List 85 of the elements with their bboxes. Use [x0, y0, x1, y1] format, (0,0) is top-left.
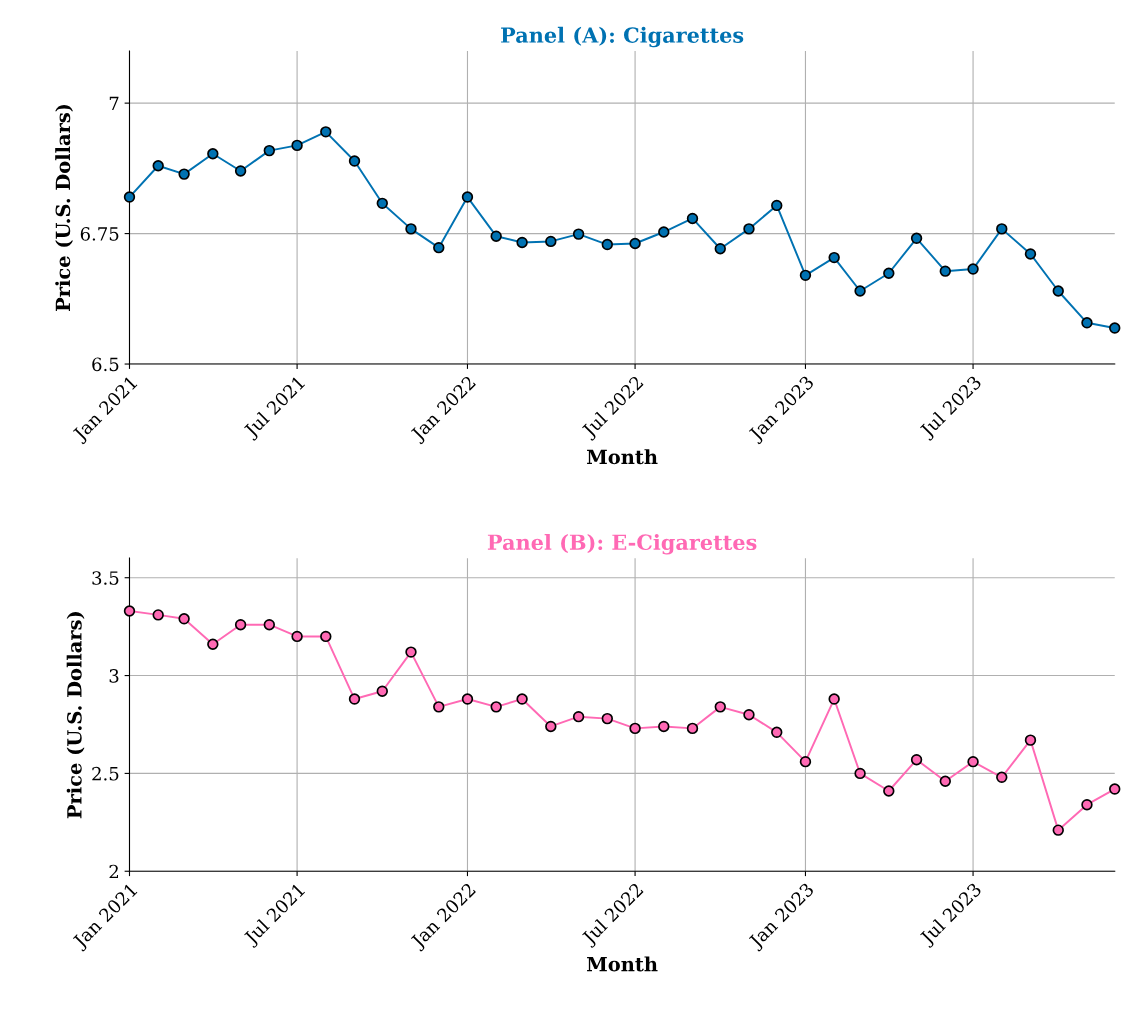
point	[828, 251, 840, 264]
point	[178, 613, 190, 625]
point	[152, 609, 164, 621]
point	[461, 693, 474, 705]
point	[714, 701, 726, 713]
point	[490, 701, 502, 713]
point	[601, 238, 613, 251]
point	[996, 223, 1008, 235]
point	[516, 236, 528, 249]
y-axis-title: Price (U.S. Dollars)	[66, 612, 85, 819]
point	[123, 605, 136, 617]
point	[910, 754, 923, 766]
point	[1081, 799, 1093, 811]
point	[658, 720, 670, 733]
point	[207, 638, 219, 650]
point	[433, 241, 445, 254]
point	[234, 618, 247, 631]
point	[828, 693, 840, 705]
point	[686, 212, 699, 225]
y-axis-title: Price (U.S. Dollars)	[55, 104, 73, 312]
point	[376, 685, 388, 697]
point	[263, 144, 276, 157]
point	[545, 235, 557, 248]
point	[658, 226, 670, 238]
point	[686, 722, 699, 735]
point	[207, 148, 219, 160]
y-tick-label: 2	[109, 864, 118, 879]
point	[405, 223, 417, 235]
point	[799, 269, 812, 282]
chart-title: Panel (B): E-Cigarettes	[487, 533, 757, 555]
point	[461, 191, 474, 203]
point	[291, 139, 303, 152]
point	[1109, 322, 1121, 334]
point	[1052, 285, 1064, 297]
point	[490, 230, 502, 242]
point	[939, 265, 951, 277]
point	[967, 755, 979, 768]
point	[743, 709, 755, 721]
point	[123, 191, 136, 203]
point	[320, 126, 332, 138]
point	[714, 243, 726, 255]
point	[601, 712, 613, 725]
point	[291, 630, 303, 643]
y-tick-label: 3	[109, 669, 119, 683]
point	[545, 720, 557, 733]
point	[883, 267, 895, 279]
point	[348, 155, 361, 167]
point	[234, 165, 247, 177]
x-axis-title: Month	[587, 956, 658, 972]
point	[178, 168, 190, 180]
point	[572, 228, 585, 240]
point	[883, 785, 895, 797]
point	[405, 646, 417, 658]
point	[1109, 783, 1121, 795]
point	[348, 693, 361, 705]
point	[939, 775, 951, 787]
y-tick-label: 2.5	[92, 766, 119, 781]
chart-title: Panel (A): Cigarettes	[501, 26, 744, 48]
point	[743, 223, 755, 235]
y-tick-label: 6.5	[92, 357, 119, 372]
point	[1052, 824, 1064, 836]
point	[799, 755, 812, 768]
point	[152, 160, 164, 172]
y-tick-label: 6.75	[80, 227, 119, 241]
point	[910, 232, 923, 244]
point	[996, 771, 1008, 784]
point	[854, 767, 866, 780]
point	[854, 285, 866, 297]
point	[1081, 317, 1093, 329]
point	[516, 693, 528, 705]
y-tick-label: 3.5	[92, 571, 119, 585]
point	[629, 722, 641, 735]
point	[376, 197, 388, 210]
point	[572, 710, 585, 723]
y-tick-label: 7	[109, 96, 119, 110]
point	[433, 701, 445, 713]
x-axis-title: Month	[587, 449, 658, 465]
point	[263, 618, 276, 631]
point	[1024, 734, 1037, 746]
point	[967, 263, 979, 275]
point	[629, 237, 641, 250]
point	[771, 199, 783, 212]
point	[771, 726, 783, 739]
point	[1024, 248, 1037, 260]
point	[320, 630, 332, 643]
